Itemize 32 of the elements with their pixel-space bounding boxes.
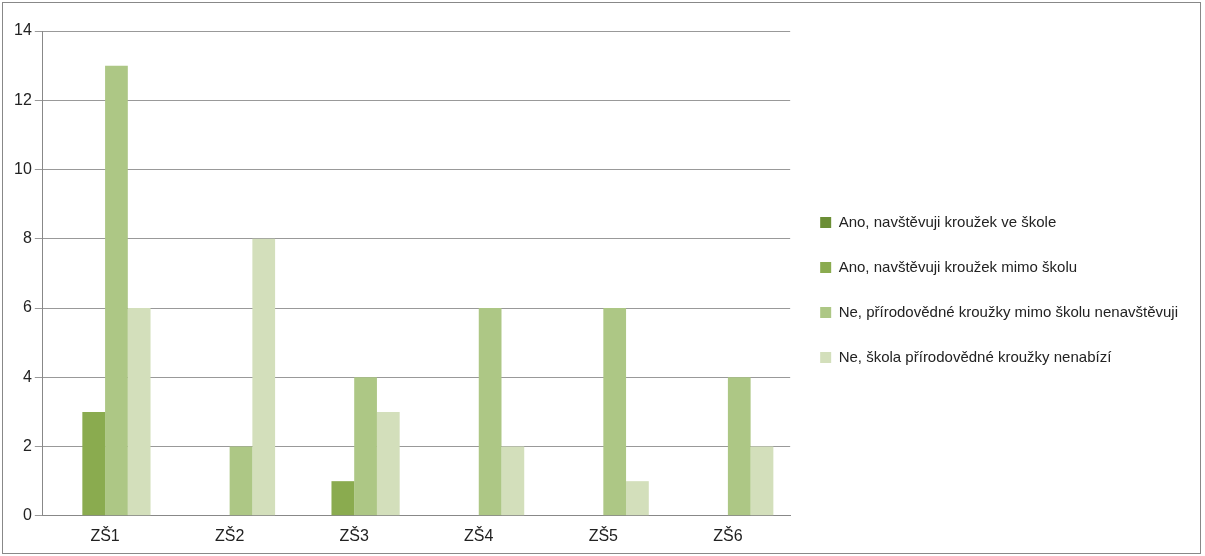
bar — [478, 308, 502, 516]
bar — [750, 446, 774, 516]
x-tick-label: ZŠ3 — [339, 525, 369, 544]
bar — [82, 411, 106, 516]
bar — [229, 446, 253, 516]
y-tick-label: 4 — [22, 367, 32, 385]
bar — [127, 308, 151, 516]
bar — [501, 446, 525, 516]
y-tick-label: 12 — [14, 90, 32, 108]
y-tick-label: 14 — [14, 21, 32, 39]
x-tick-label: ZŠ2 — [214, 525, 245, 544]
y-tick-label: 10 — [14, 159, 32, 177]
bar — [603, 308, 627, 516]
x-tick-label: ZŠ4 — [464, 525, 494, 544]
y-tick-label: 8 — [22, 229, 32, 247]
bar — [331, 481, 355, 516]
y-tick-label: 6 — [22, 298, 32, 316]
legend-label: Ano, navštěvuji kroužek ve škole — [838, 212, 1057, 230]
bar — [252, 238, 276, 516]
legend-label: Ne, přírodovědné kroužky mimo školu nenavštěvuji — [838, 302, 1178, 320]
bar — [105, 65, 128, 516]
bar — [354, 377, 377, 516]
bar — [626, 481, 649, 516]
y-tick-label: 0 — [22, 506, 32, 524]
bar — [727, 377, 751, 516]
legend-label: Ano, navštěvuji kroužek mimo školu — [838, 257, 1078, 275]
x-tick-label: ZŠ1 — [90, 525, 120, 544]
legend-label: Ne, škola přírodovědné kroužky nenabízí — [838, 347, 1113, 365]
bar — [376, 411, 400, 516]
x-tick-label: ZŠ5 — [588, 525, 619, 544]
y-tick-label: 2 — [22, 436, 32, 454]
x-tick-label: ZŠ6 — [713, 525, 743, 544]
